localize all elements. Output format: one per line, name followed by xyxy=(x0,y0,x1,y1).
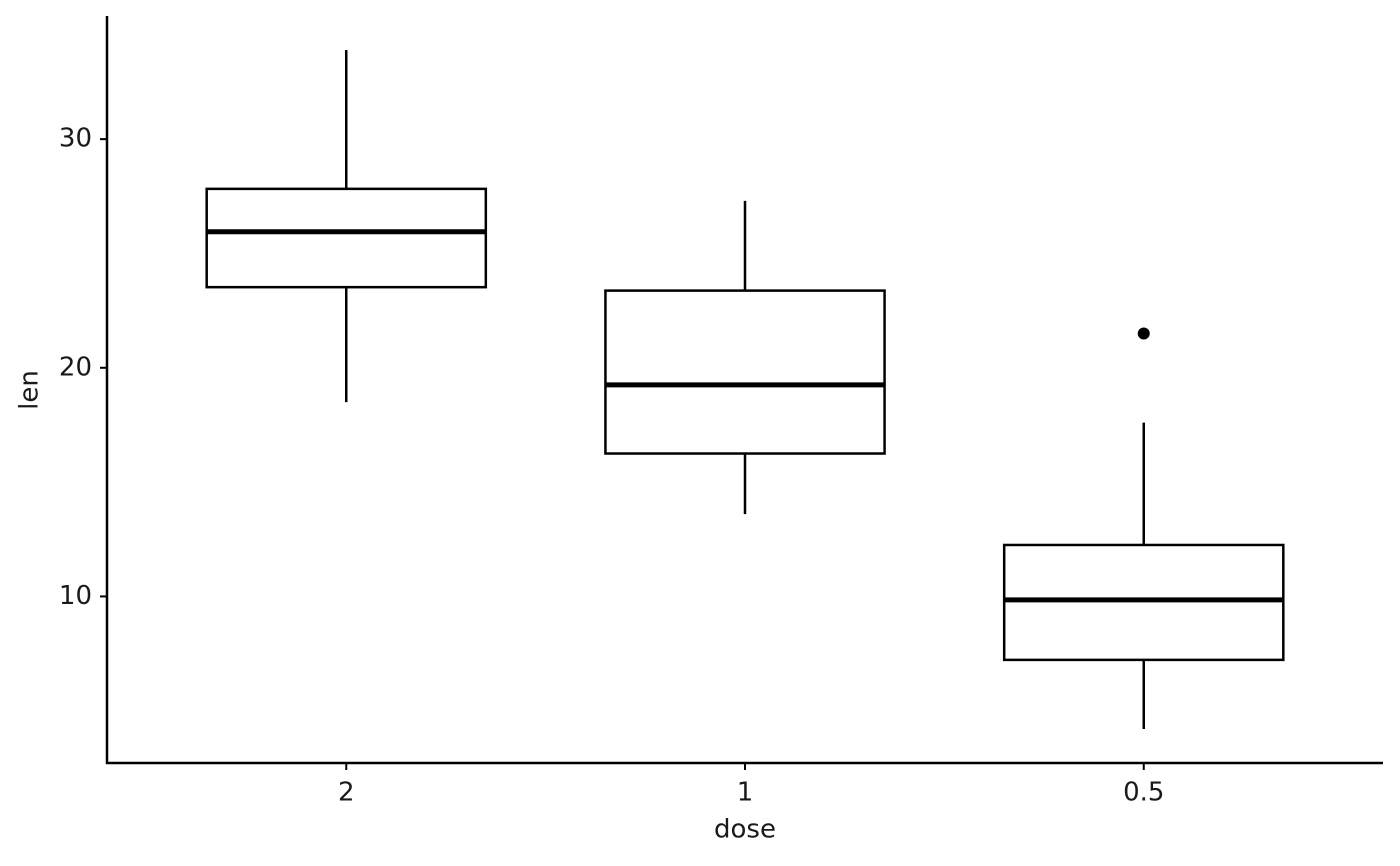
y-tick-label: 30 xyxy=(59,124,92,154)
x-tick-label: 0.5 xyxy=(1123,778,1164,808)
x-tick-label: 1 xyxy=(737,778,754,808)
outlier xyxy=(1137,327,1150,340)
x-tick-label: 2 xyxy=(338,778,355,808)
y-tick-label: 10 xyxy=(59,581,92,611)
box xyxy=(604,289,886,455)
y-axis-label: len xyxy=(15,370,45,410)
y-tick-label: 20 xyxy=(59,352,92,382)
box xyxy=(1002,543,1285,662)
x-axis-label: dose xyxy=(714,815,776,845)
box xyxy=(205,187,488,289)
